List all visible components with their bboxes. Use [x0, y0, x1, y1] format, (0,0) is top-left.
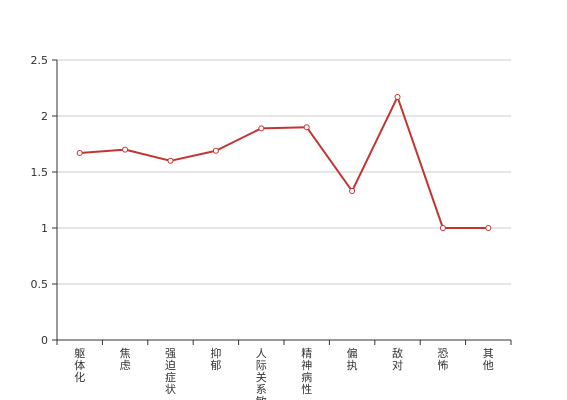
tick-labels: 0 0.5 1 1.5 2 2.5 躯体化 焦虑 强迫症状 抑郁 人际关系敏感 精神病性 偏执 敌对 恐怖 其…	[31, 54, 494, 400]
data-point-0-9[interactable]	[485, 225, 492, 231]
x-tick-label-2: 强迫症状	[165, 347, 176, 396]
x-tick-label-4: 人际关系敏感	[256, 347, 267, 400]
x-tick-label-7: 敌对	[392, 346, 403, 372]
y-tick-label-5: 2.5	[31, 54, 49, 67]
data-point-0-4[interactable]	[258, 125, 265, 132]
y-tick-label-1: 0.5	[31, 278, 49, 291]
data-point-0-5[interactable]	[303, 124, 310, 131]
data-point-0-3[interactable]	[212, 147, 219, 154]
series	[76, 93, 492, 231]
series-line-0	[79, 95, 489, 229]
x-tick-label-5: 精神病性	[301, 347, 312, 396]
x-tick-label-0: 躯体化	[74, 347, 85, 384]
data-point-0-1[interactable]	[122, 146, 129, 153]
y-tick-label-0: 0	[41, 334, 48, 347]
data-point-0-2[interactable]	[167, 157, 174, 164]
axes	[52, 59, 512, 345]
x-tick-label-8: 恐怖	[437, 347, 448, 372]
y-tick-label-2: 1	[41, 222, 48, 235]
x-tick-label-6: 偏执	[347, 346, 358, 372]
y-tick-label-3: 1.5	[31, 166, 49, 179]
x-tick-label-1: 焦虑	[120, 347, 131, 372]
data-point-0-7[interactable]	[394, 93, 401, 100]
x-tick-label-9: 其他	[483, 347, 494, 372]
data-point-0-8[interactable]	[439, 225, 446, 231]
y-tick-label-4: 2	[41, 110, 48, 123]
data-point-0-6[interactable]	[349, 188, 356, 195]
x-tick-label-3: 抑郁	[210, 346, 221, 372]
grid-lines	[57, 59, 511, 285]
data-point-0-0[interactable]	[76, 149, 83, 156]
